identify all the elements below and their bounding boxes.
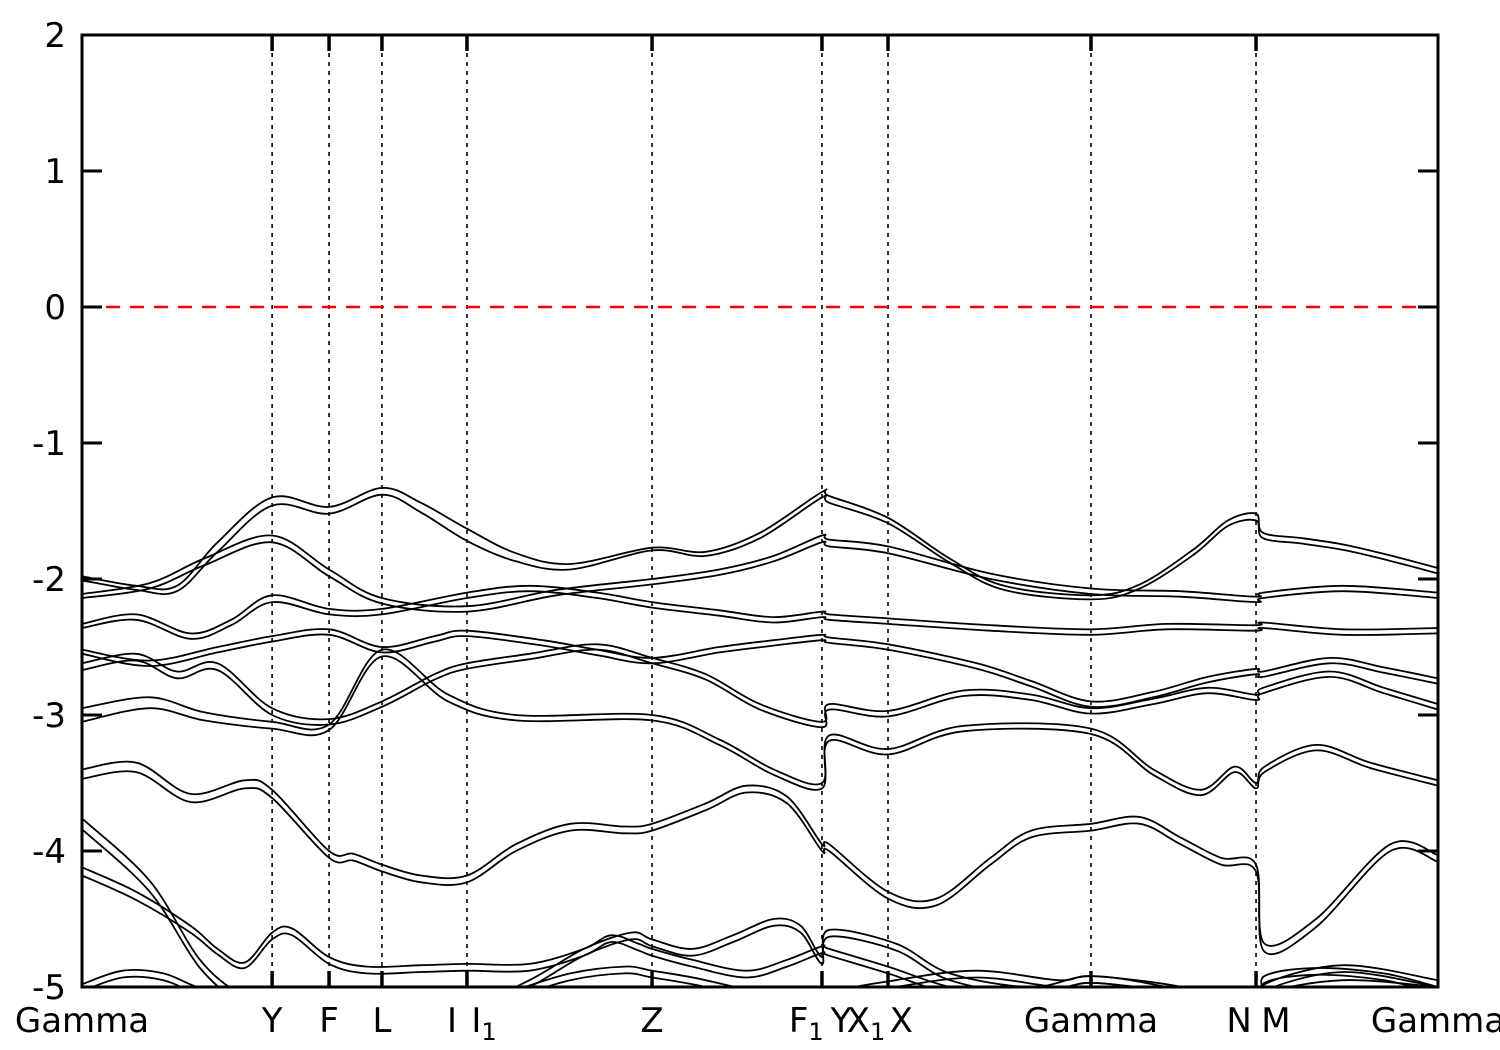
y-axis-label: 0 bbox=[44, 288, 66, 328]
x-axis-label-main: Gamma bbox=[1371, 1001, 1500, 1041]
x-axis-label: I bbox=[447, 1001, 457, 1041]
band-curve bbox=[82, 533, 1438, 608]
x-axis-label-main: I bbox=[471, 1001, 481, 1041]
x-axis-label-main: Y bbox=[261, 1001, 283, 1041]
band-curve bbox=[82, 866, 1438, 987]
x-axis-label: M bbox=[1261, 1001, 1290, 1041]
x-axis-label-subscript: 1 bbox=[481, 1018, 496, 1046]
band-curve bbox=[82, 486, 1438, 597]
x-axis-label-main: Z bbox=[640, 1001, 663, 1041]
x-axis-label: Gamma bbox=[15, 1001, 149, 1041]
band-curve bbox=[82, 643, 1438, 723]
x-axis-label-main: F bbox=[789, 1001, 809, 1041]
band-curve bbox=[82, 760, 1438, 947]
plot-frame bbox=[80, 33, 1440, 989]
band-curve bbox=[82, 633, 1438, 709]
x-axis-label-main: Gamma bbox=[15, 1001, 149, 1041]
band-curve bbox=[82, 655, 1438, 797]
x-axis-label-main: L bbox=[372, 1001, 391, 1041]
band-curve bbox=[82, 590, 1438, 640]
x-axis-label: Gamma bbox=[1371, 1001, 1500, 1041]
y-axis-label: 1 bbox=[44, 152, 66, 192]
x-axis-label: F bbox=[319, 1001, 339, 1041]
x-axis-label-subscript: 1 bbox=[870, 1018, 885, 1046]
band-curve bbox=[82, 628, 1438, 703]
x-axis-label-subscript: 1 bbox=[808, 1018, 823, 1046]
x-axis-label: X bbox=[890, 1001, 913, 1041]
x-axis-label: Y bbox=[261, 1001, 283, 1041]
y-axis-label: -2 bbox=[32, 560, 66, 600]
y-axis-label: -4 bbox=[32, 832, 66, 872]
x-axis-label: Z bbox=[640, 1001, 663, 1041]
x-axis-label-main: N bbox=[1226, 1001, 1251, 1041]
band-curve bbox=[82, 817, 1438, 987]
x-axis-label: F1 bbox=[789, 1001, 824, 1046]
x-axis-label-main: I bbox=[447, 1001, 457, 1041]
x-axis-label: Y bbox=[830, 1001, 852, 1041]
band-curve bbox=[82, 493, 1438, 601]
band-curve bbox=[82, 540, 1438, 613]
band-curve bbox=[82, 584, 1438, 635]
x-axis-label-main: Gamma bbox=[1024, 1001, 1158, 1041]
x-axis-label-main: Y bbox=[830, 1001, 852, 1041]
x-axis-label: X1 bbox=[847, 1001, 886, 1046]
y-axis-label: -3 bbox=[32, 696, 66, 736]
x-axis-label-main: X bbox=[890, 1001, 913, 1041]
band-curve bbox=[82, 828, 1438, 987]
x-axis-label-main: M bbox=[1261, 1001, 1290, 1041]
band-curve bbox=[82, 770, 1438, 956]
x-axis-label-main: F bbox=[319, 1001, 339, 1041]
y-axis-label: -5 bbox=[32, 968, 66, 1008]
x-axis-label: I1 bbox=[471, 1001, 496, 1046]
x-axis-label-main: X bbox=[847, 1001, 870, 1041]
band-curve bbox=[82, 874, 1376, 987]
y-axis-label: 2 bbox=[44, 16, 66, 56]
x-axis-label: N bbox=[1226, 1001, 1251, 1041]
x-axis-label: Gamma bbox=[1024, 1001, 1158, 1041]
x-axis-label: L bbox=[372, 1001, 391, 1041]
y-axis-label: -1 bbox=[32, 424, 66, 464]
band-curve bbox=[82, 648, 1438, 729]
